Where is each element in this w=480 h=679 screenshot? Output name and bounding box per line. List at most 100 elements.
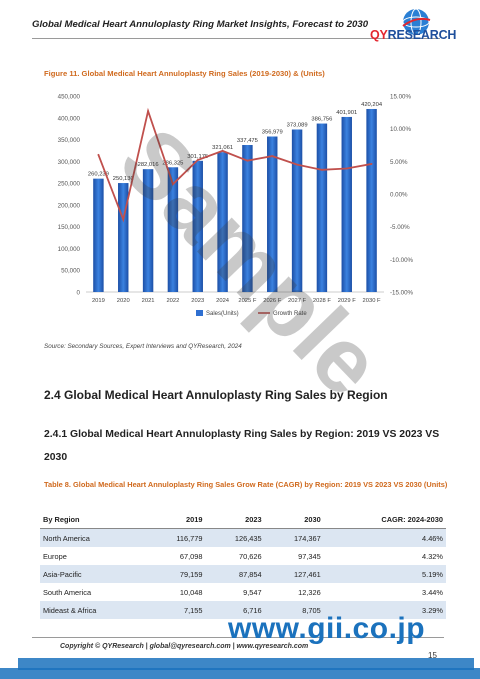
y-left-tick-label: 300,000 <box>58 159 81 166</box>
legend-swatch-sales <box>196 310 203 316</box>
y-right-tick-label: 10.00% <box>390 126 411 133</box>
growth-rate-point <box>345 167 348 170</box>
page-header: Global Medical Heart Annuloplasty Ring M… <box>0 0 480 62</box>
bar-data-label: 373,089 <box>287 122 308 128</box>
growth-rate-point <box>246 159 249 162</box>
table-cell: South America <box>43 587 92 597</box>
table-row: South America 10,048 9,547 12,326 3.44% <box>40 583 446 601</box>
sales-bar <box>217 152 228 292</box>
bar-data-label: 301,175 <box>187 154 208 160</box>
region-sales-table: By Region 2019 2023 2030 CAGR: 2024-2030… <box>40 510 446 619</box>
y-right-tick-label: -5.00% <box>390 224 410 231</box>
x-tick-label: 2025 F <box>238 298 257 304</box>
legend-label-sales: Sales(Units) <box>206 311 239 317</box>
table-cell: North America <box>40 528 148 547</box>
growth-rate-point <box>196 159 199 161</box>
qyresearch-logo: QYRESEARCH <box>366 8 456 48</box>
table-header-cell: 2019 <box>147 510 206 529</box>
table-cell: 116,779 <box>147 528 206 547</box>
y-right-tick-label: 15.00% <box>390 94 411 101</box>
footer-rule <box>32 637 444 638</box>
table-row: Europe 67,098 70,626 97,345 4.32% <box>40 547 446 565</box>
sales-bar <box>93 178 104 292</box>
growth-rate-point <box>321 168 323 171</box>
bar-data-label: 282,016 <box>138 162 159 168</box>
y-left-tick-label: 350,000 <box>58 137 81 144</box>
table-cell: 87,854 <box>205 565 265 583</box>
table-cell: 3.29% <box>323 601 446 619</box>
x-tick-label: 2019 <box>92 298 105 304</box>
table-cell: 70,626 <box>239 551 262 561</box>
bar-data-label: 386,756 <box>311 117 332 123</box>
growth-rate-point <box>147 110 149 112</box>
table-cell: 67,098 <box>179 551 203 561</box>
legend-label-growth: Growth Rate <box>273 311 307 317</box>
table-cell: Europe <box>43 551 67 561</box>
sales-bar <box>167 167 179 292</box>
growth-rate-point <box>172 183 174 186</box>
bar-data-label: 260,239 <box>88 172 109 178</box>
table-header-row: By Region 2019 2023 2030 CAGR: 2024-2030 <box>40 510 446 529</box>
gii-banner-stripe <box>0 668 480 679</box>
growth-rate-point <box>370 163 373 165</box>
footer-copyright: Copyright © QYResearch | global@qyresear… <box>60 643 309 650</box>
sales-bar <box>267 136 278 292</box>
x-tick-label: 2029 F <box>338 298 357 304</box>
gii-site-watermark: www.gii.co.jp <box>228 612 426 645</box>
table-header-cell: CAGR: 2024-2030 <box>323 510 446 529</box>
y-left-tick-label: 250,000 <box>58 181 81 188</box>
x-tick-label: 2024 <box>216 298 230 304</box>
table-header-cell: By Region <box>40 510 148 529</box>
growth-rate-point <box>122 218 125 221</box>
y-right-tick-label: 5.00% <box>390 159 408 166</box>
y-left-tick-label: 450,000 <box>58 94 81 101</box>
table-header-cell: 2030 <box>264 510 324 529</box>
bar-data-label: 321,061 <box>212 145 233 151</box>
sales-bar <box>142 169 154 292</box>
growth-rate-point <box>271 155 274 158</box>
growth-rate-point <box>97 153 100 156</box>
x-tick-label: 2030 F <box>363 298 382 304</box>
y-left-tick-label: 0 <box>77 290 81 297</box>
table-cell: 127,461 <box>264 565 324 583</box>
table-cell: 5.19% <box>323 565 446 583</box>
figure-caption: Figure 11. Global Medical Heart Annulopl… <box>44 69 325 78</box>
y-left-tick-label: 200,000 <box>58 202 81 209</box>
table-cell: 97,345 <box>298 551 321 561</box>
globe-icon <box>402 8 431 36</box>
sales-bar <box>291 129 303 292</box>
y-left-tick-label: 400,000 <box>58 115 81 122</box>
gii-banner-stripe <box>18 658 474 670</box>
x-tick-label: 2021 <box>142 298 155 304</box>
table-header-cell: 2023 <box>205 510 265 529</box>
bar-data-label: 420,204 <box>361 102 383 108</box>
table-cell: Asia-Pacific <box>40 565 148 583</box>
y-right-tick-label: -15.00% <box>390 290 414 297</box>
logo-wordmark: QYRESEARCH <box>370 28 457 42</box>
sales-bar <box>316 123 328 292</box>
sales-bar <box>192 160 203 292</box>
bar-data-label: 286,325 <box>162 160 183 166</box>
table-cell: 4.32% <box>422 551 443 561</box>
y-left-tick-label: 100,000 <box>58 246 81 253</box>
x-tick-label: 2028 F <box>313 298 332 304</box>
table-row: North America 116,779 126,435 174,367 4.… <box>40 528 446 547</box>
table-cell: 126,435 <box>205 528 265 547</box>
bar-data-label: 337,475 <box>237 138 258 144</box>
table-cell: 4.46% <box>323 528 446 547</box>
table-cell: 7,155 <box>147 601 206 619</box>
x-tick-label: 2023 <box>191 298 204 304</box>
table-cell: 9,547 <box>243 587 262 597</box>
growth-rate-line <box>97 107 372 223</box>
y-left-tick-label: 50,000 <box>61 268 80 275</box>
growth-rate-point <box>296 163 298 166</box>
table-cell: 10,048 <box>179 587 203 597</box>
page-number: 15 <box>428 651 437 660</box>
table-cell: 6,716 <box>205 601 265 619</box>
report-title: Global Medical Heart Annuloplasty Ring M… <box>32 19 369 30</box>
bar-data-label: 356,979 <box>262 130 283 136</box>
table-row: Mideast & Africa 7,155 6,716 8,705 3.29% <box>40 601 446 619</box>
bar-data-label: 401,901 <box>336 110 357 116</box>
table-cell: Mideast & Africa <box>40 601 148 619</box>
y-left-tick-label: 150,000 <box>58 224 81 231</box>
